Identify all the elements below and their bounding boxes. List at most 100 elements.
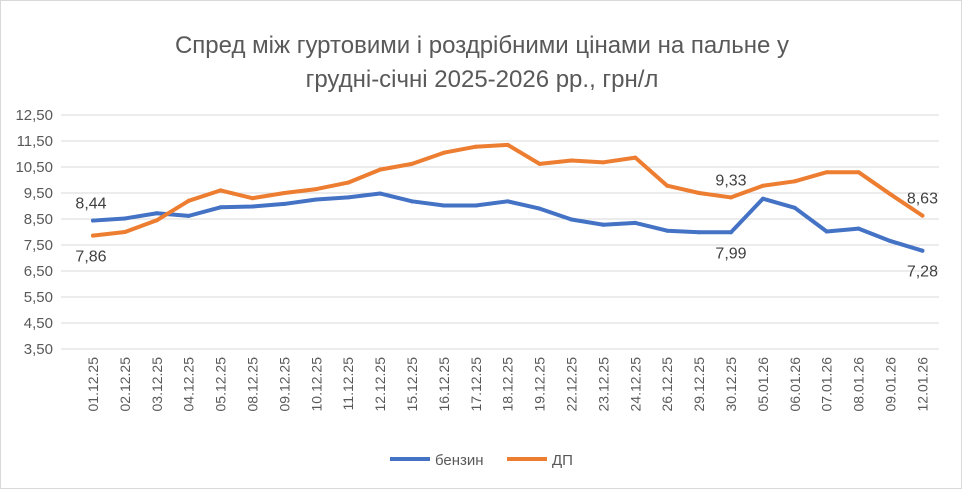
data-point [441, 150, 446, 155]
data-point [282, 201, 287, 206]
data-point [920, 248, 925, 253]
data-point [505, 199, 510, 204]
data-point [888, 239, 893, 244]
data-point [665, 183, 670, 188]
data-label: 8,63 [907, 191, 938, 208]
data-point [410, 199, 414, 204]
y-tick-label: 6,50 [24, 263, 53, 280]
data-point [410, 161, 414, 166]
x-tick-label: 23.12.25 [595, 357, 611, 412]
x-tick-label: 09.12.25 [276, 357, 292, 412]
data-point [569, 158, 574, 163]
series-line-dp [91, 142, 925, 238]
data-point [473, 144, 478, 149]
x-tick-label: 05.12.25 [213, 357, 229, 412]
data-point [601, 222, 606, 227]
data-point [792, 205, 797, 210]
data-point [250, 204, 255, 209]
x-tick-label: 03.12.25 [149, 357, 165, 412]
data-point [441, 203, 446, 208]
data-point [665, 228, 670, 233]
y-tick-label: 7,50 [24, 237, 53, 254]
data-point [154, 218, 159, 223]
data-point [824, 229, 829, 234]
x-tick-label: 15.12.25 [404, 357, 420, 412]
x-tick-label: 01.12.25 [85, 357, 101, 412]
data-label: 9,33 [715, 172, 746, 189]
y-tick-label: 12,50 [15, 107, 53, 124]
data-point [824, 170, 829, 175]
y-tick-label: 4,50 [24, 315, 53, 332]
data-point [569, 217, 574, 222]
data-label: 7,86 [75, 249, 106, 266]
data-point [888, 192, 893, 197]
data-label: 8,44 [75, 196, 106, 213]
x-tick-label: 08.12.25 [245, 357, 261, 412]
x-tick-label: 07.01.26 [819, 357, 835, 412]
chart-title-line-1: Спред між гуртовими і роздрібними цінами… [175, 32, 789, 59]
x-tick-label: 30.12.25 [723, 357, 739, 412]
data-point [697, 191, 702, 195]
x-tick-label: 29.12.25 [691, 357, 707, 412]
x-tick-label: 04.12.25 [181, 357, 197, 412]
x-tick-label: 19.12.25 [532, 357, 548, 412]
x-tick-label: 22.12.25 [564, 357, 580, 412]
data-point [314, 187, 319, 192]
data-point [856, 226, 861, 231]
legend-label: ДП [552, 452, 573, 469]
y-tick-label: 3,50 [24, 341, 53, 358]
data-point [473, 203, 478, 208]
y-tick-label: 11,50 [17, 133, 53, 150]
data-label: 7,28 [907, 264, 938, 281]
data-point [91, 233, 95, 238]
x-tick-label: 08.01.26 [851, 357, 867, 412]
data-point [601, 160, 606, 165]
data-point [537, 206, 542, 211]
data-point [729, 230, 733, 235]
data-point [505, 142, 510, 147]
data-point [314, 197, 319, 202]
x-tick-label: 24.12.25 [627, 357, 643, 412]
y-tick-label: 10,50 [15, 159, 53, 176]
data-point [218, 205, 223, 210]
x-tick-label: 12.12.25 [372, 357, 388, 412]
data-point [122, 230, 127, 234]
data-point [378, 167, 383, 172]
data-point [250, 196, 255, 201]
data-point [122, 216, 127, 221]
data-point [729, 195, 733, 200]
data-point [186, 198, 191, 203]
x-tick-label: 10.12.25 [308, 357, 324, 412]
chart-title-line-2: грудні-січні 2025-2026 рр., грн/л [306, 66, 659, 93]
x-tick-label: 11.12.25 [340, 357, 356, 411]
y-tick-label: 5,50 [24, 289, 53, 306]
data-point [760, 183, 765, 188]
y-tick-label: 8,50 [24, 211, 53, 228]
data-point [856, 170, 861, 175]
data-point [633, 220, 638, 225]
data-point [760, 196, 765, 201]
data-label: 7,99 [715, 245, 746, 262]
x-tick-label: 18.12.25 [500, 357, 516, 412]
x-tick-label: 06.01.26 [787, 357, 803, 412]
x-tick-label: 02.12.25 [117, 357, 133, 412]
data-point [154, 211, 159, 216]
data-point [378, 191, 383, 196]
data-point [697, 230, 702, 235]
x-tick-label: 26.12.25 [659, 357, 675, 412]
data-point [282, 191, 287, 195]
legend-label: бензин [435, 452, 484, 469]
x-tick-label: 09.01.26 [883, 357, 899, 412]
x-tick-label: 12.01.26 [914, 357, 930, 412]
x-tick-label: 17.12.25 [468, 357, 484, 412]
data-point [186, 213, 191, 218]
data-point [218, 188, 223, 193]
data-point [91, 218, 95, 223]
data-point [346, 180, 351, 185]
data-point [346, 195, 351, 200]
y-tick-label: 9,50 [24, 185, 53, 202]
x-tick-label: 16.12.25 [436, 357, 452, 412]
data-point [633, 155, 638, 160]
